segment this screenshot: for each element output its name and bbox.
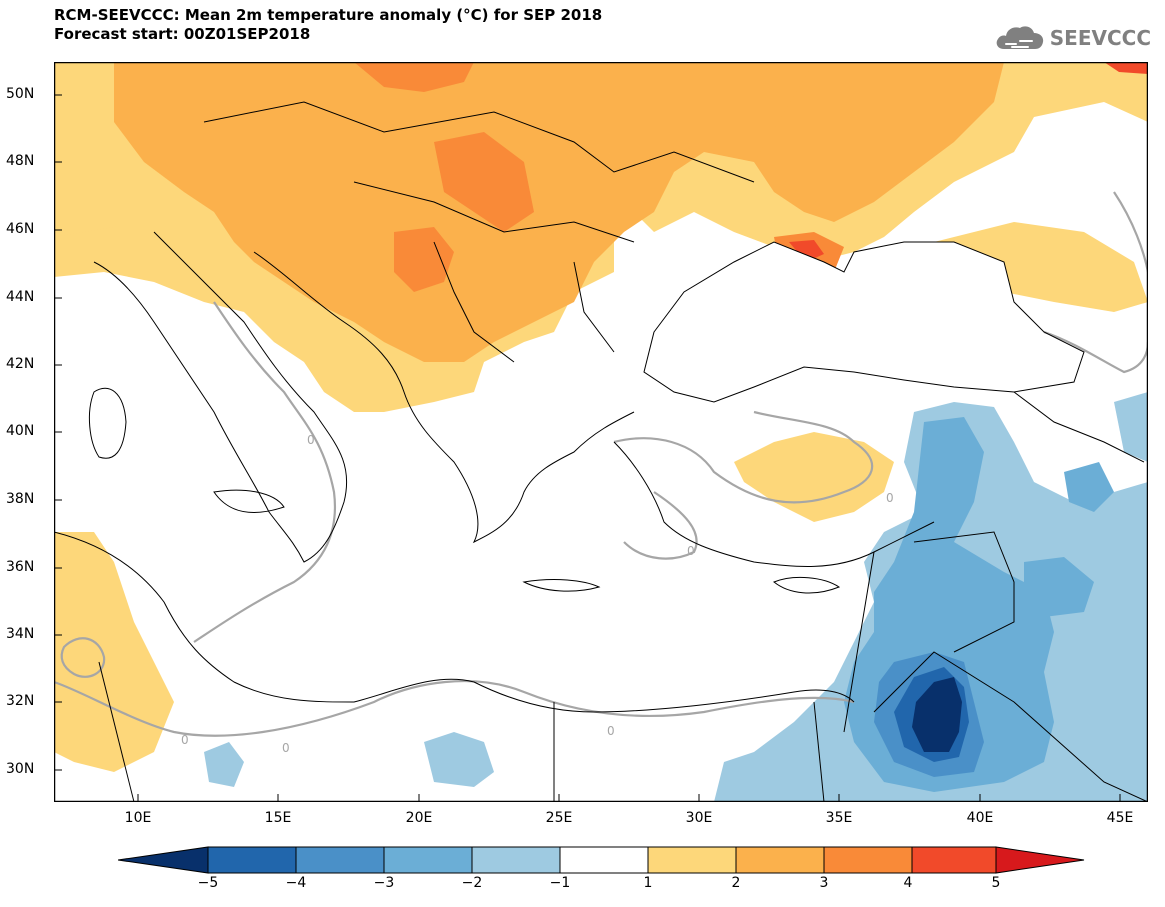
lon-label-45e: 45E (1106, 810, 1134, 826)
contour-label-0-e: 0 (282, 741, 290, 755)
colorbar (118, 846, 1085, 874)
colorbar-arrow-low (118, 846, 209, 874)
colorbar-bin-4-5 (911, 846, 997, 874)
lon-label-15e: 15E (264, 810, 292, 826)
border-egypt-sudan-sinai (813, 701, 825, 802)
lat-label-34n: 34N (6, 626, 35, 642)
lon-label-20e: 20E (405, 810, 433, 826)
anomaly-minus1-libya (424, 732, 494, 787)
colorbar-bin-minus2-minus1 (471, 846, 561, 874)
colorbar-label-1: 1 (643, 875, 653, 891)
lon-label-30e: 30E (685, 810, 713, 826)
coastline-cyprus (773, 577, 841, 594)
lat-label-38n: 38N (6, 491, 35, 507)
cloud-icon (996, 26, 1043, 49)
anomaly-3to4-poland (354, 62, 474, 92)
colorbar-label-minus2: −2 (461, 875, 483, 891)
lat-label-44n: 44N (6, 289, 35, 305)
zero-contour-caucasus (1043, 330, 1148, 374)
anomaly-4to5-crimea (789, 240, 824, 262)
lon-label-35e: 35E (825, 810, 853, 826)
border-jordan-saudi (873, 651, 1148, 802)
colorbar-label-4: 4 (903, 875, 913, 891)
lat-label-36n: 36N (6, 559, 35, 575)
border-syria-iraq (913, 531, 1015, 653)
colorbar-label-5: 5 (991, 875, 1001, 891)
zero-contour-africa (54, 679, 855, 737)
zero-contour-aegean (613, 410, 874, 504)
coastline-africa (54, 531, 855, 713)
anomaly-below-minus5 (912, 677, 962, 752)
anomaly-minus1-tunisia (204, 742, 244, 787)
zero-contour-italy (193, 301, 336, 643)
colorbar-bin-2-3 (735, 846, 825, 874)
map-title: RCM-SEEVCCC: Mean 2m temperature anomaly… (54, 6, 602, 44)
border-tunisia-libya (98, 661, 135, 802)
coastline-sardinia (89, 387, 127, 459)
contour-label-0-b: 0 (687, 544, 695, 558)
anomaly-1to2-italy-north (54, 227, 244, 312)
anomaly-1to2-far-east (934, 222, 1148, 312)
coastline-turkey (613, 441, 935, 567)
colorbar-label-minus5: −5 (197, 875, 219, 891)
lat-label-40n: 40N (6, 423, 35, 439)
colorbar-label-2: 2 (731, 875, 741, 891)
contour-label-0-a: 0 (307, 433, 315, 447)
border-central-europe (203, 101, 755, 363)
colorbar-label-minus4: −4 (285, 875, 307, 891)
zero-contour-turkey (623, 491, 698, 560)
lat-label-48n: 48N (6, 153, 35, 169)
lat-label-50n: 50N (6, 86, 35, 102)
logo-text: SEEVCCC (1049, 26, 1151, 50)
contour-label-0-c: 0 (886, 491, 894, 505)
anomaly-minus2-iraq (1024, 557, 1094, 617)
coastline-black-sea (643, 241, 1085, 403)
title-line-1: RCM-SEEVCCC: Mean 2m temperature anomaly… (54, 6, 603, 24)
colorbar-label-minus3: −3 (373, 875, 395, 891)
anomaly-4to5-northeast (1104, 62, 1148, 74)
lat-label-46n: 46N (6, 221, 35, 237)
colorbar-bin-minus5-minus4 (207, 846, 297, 874)
colorbar-bin-1-2 (647, 846, 737, 874)
colorbar-bin-minus3-minus2 (383, 846, 473, 874)
black-sea (644, 242, 1084, 402)
anomaly-minus2-armenia (1064, 462, 1114, 512)
colorbar-arrow-high (995, 846, 1085, 874)
coastline-balkans (253, 251, 635, 544)
anomaly-1to2-africa-west (54, 532, 174, 772)
temperature-anomaly-map: 0 0 0 0 0 0 (54, 62, 1148, 802)
colorbar-bin-minus4-minus3 (295, 846, 385, 874)
anomaly-3to4-hungary (434, 132, 534, 232)
lat-label-30n: 30N (6, 761, 35, 777)
lon-label-10e: 10E (124, 810, 152, 826)
coastline-crete (522, 579, 601, 592)
title-line-2: Forecast start: 00Z01SEP2018 (54, 25, 311, 43)
colorbar-bin-minus1-1 (559, 846, 649, 874)
colorbar-label-3: 3 (819, 875, 829, 891)
contour-label-0-f: 0 (607, 724, 615, 738)
contour-label-0-d: 0 (181, 733, 189, 747)
anomaly-3to4-serbia (394, 227, 454, 292)
coastline-levant (843, 551, 875, 733)
anomaly-2to3-ukraine (754, 62, 1004, 222)
colorbar-bin-3-4 (823, 846, 913, 874)
lat-label-32n: 32N (6, 693, 35, 709)
lon-label-25e: 25E (545, 810, 573, 826)
coastline-italy (93, 231, 348, 563)
zero-contour-east (1113, 191, 1148, 273)
coastline-sicily (213, 489, 285, 513)
anomaly-minus1-turkey-east (1114, 392, 1148, 462)
lat-label-42n: 42N (6, 356, 35, 372)
lon-label-40e: 40E (966, 810, 994, 826)
colorbar-label-minus1: −1 (549, 875, 571, 891)
zero-contour-tunisia (60, 637, 106, 678)
seevccc-logo: SEEVCCC (994, 20, 1151, 56)
border-turkey-east (1013, 391, 1145, 463)
